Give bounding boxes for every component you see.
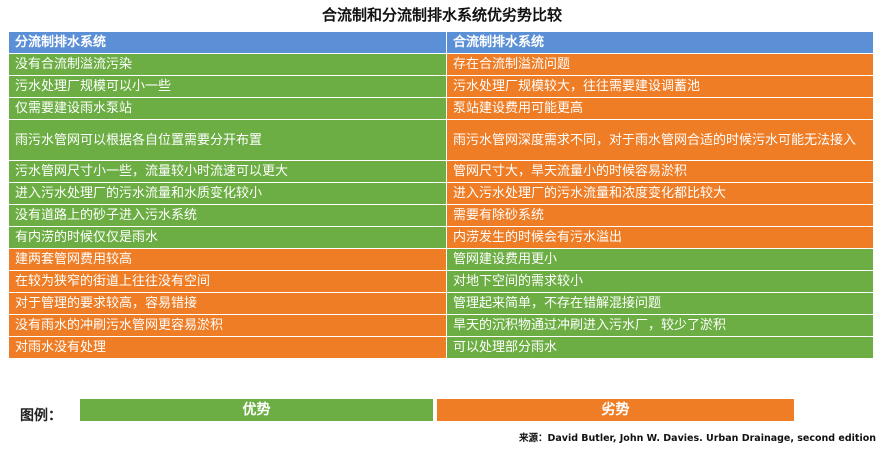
table-row: 没有雨水的冲刷污水管网更容易淤积 旱天的沉积物通过冲刷进入污水厂，较少了淤积	[8, 314, 874, 337]
table-row: 仅需要建设雨水泵站 泵站建设费用可能更高	[8, 97, 874, 120]
header-separate-system: 分流制排水系统	[8, 31, 447, 54]
cell-separate-system: 有内涝的时候仅仅是雨水	[8, 226, 447, 249]
header-combined-system: 合流制排水系统	[446, 31, 874, 54]
table-row: 建两套管网费用较高 管网建设费用更小	[8, 248, 874, 271]
table-row: 没有道路上的砂子进入污水系统 需要有除砂系统	[8, 204, 874, 227]
table-row: 污水管网尺寸小一些，流量较小时流速可以更大 管网尺寸大，旱天流量小的时候容易淤积	[8, 160, 874, 183]
cell-separate-system: 没有合流制溢流污染	[8, 53, 447, 76]
cell-separate-system: 对于管理的要求较高，容易错接	[8, 292, 447, 315]
cell-combined-system: 管理起来简单，不存在错解混接问题	[446, 292, 874, 315]
cell-combined-system: 进入污水处理厂的污水流量和浓度变化都比较大	[446, 182, 874, 205]
legend-disadvantage: 劣势	[437, 399, 794, 421]
legend-advantage: 优势	[80, 399, 433, 421]
table-row: 进入污水处理厂的污水流量和水质变化较小 进入污水处理厂的污水流量和浓度变化都比较大	[8, 182, 874, 205]
cell-combined-system: 存在合流制溢流问题	[446, 53, 874, 76]
cell-combined-system: 泵站建设费用可能更高	[446, 97, 874, 120]
cell-separate-system: 污水处理厂规模可以小一些	[8, 75, 447, 98]
cell-separate-system: 对雨水没有处理	[8, 336, 447, 359]
table-row: 污水处理厂规模可以小一些 污水处理厂规模较大，往往需要建设调蓄池	[8, 75, 874, 98]
cell-combined-system: 污水处理厂规模较大，往往需要建设调蓄池	[446, 75, 874, 98]
table-header-row: 分流制排水系统 合流制排水系统	[8, 31, 874, 54]
table-row: 对于管理的要求较高，容易错接 管理起来简单，不存在错解混接问题	[8, 292, 874, 315]
cell-combined-system: 内涝发生的时候会有污水溢出	[446, 226, 874, 249]
cell-separate-system: 在较为狭窄的街道上往往没有空间	[8, 270, 447, 293]
cell-combined-system: 管网尺寸大，旱天流量小的时候容易淤积	[446, 160, 874, 183]
cell-combined-system: 雨污水管网深度需求不同，对于雨水管网合适的时候污水可能无法接入	[446, 119, 874, 161]
table-row: 在较为狭窄的街道上往往没有空间 对地下空间的需求较小	[8, 270, 874, 293]
source-citation: 来源：David Butler, John W. Davies. Urban D…	[518, 433, 876, 444]
cell-separate-system: 没有雨水的冲刷污水管网更容易淤积	[8, 314, 447, 337]
cell-separate-system: 污水管网尺寸小一些，流量较小时流速可以更大	[8, 160, 447, 183]
cell-combined-system: 需要有除砂系统	[446, 204, 874, 227]
cell-combined-system: 可以处理部分雨水	[446, 336, 874, 359]
page-title: 合流制和分流制排水系统优劣势比较	[321, 6, 562, 24]
cell-combined-system: 旱天的沉积物通过冲刷进入污水厂，较少了淤积	[446, 314, 874, 337]
legend-label: 图例：	[20, 408, 62, 424]
cell-separate-system: 建两套管网费用较高	[8, 248, 447, 271]
table-row: 没有合流制溢流污染 存在合流制溢流问题	[8, 53, 874, 76]
table-row: 雨污水管网可以根据各自位置需要分开布置 雨污水管网深度需求不同，对于雨水管网合适的…	[8, 119, 874, 161]
cell-combined-system: 管网建设费用更小	[446, 248, 874, 271]
cell-separate-system: 雨污水管网可以根据各自位置需要分开布置	[8, 119, 447, 161]
cell-combined-system: 对地下空间的需求较小	[446, 270, 874, 293]
table-row: 对雨水没有处理 可以处理部分雨水	[8, 336, 874, 359]
cell-separate-system: 没有道路上的砂子进入污水系统	[8, 204, 447, 227]
cell-separate-system: 进入污水处理厂的污水流量和水质变化较小	[8, 182, 447, 205]
cell-separate-system: 仅需要建设雨水泵站	[8, 97, 447, 120]
table-row: 有内涝的时候仅仅是雨水 内涝发生的时候会有污水溢出	[8, 226, 874, 249]
comparison-table: 分流制排水系统 合流制排水系统 没有合流制溢流污染 存在合流制溢流问题 污水处理厂规…	[8, 31, 874, 359]
